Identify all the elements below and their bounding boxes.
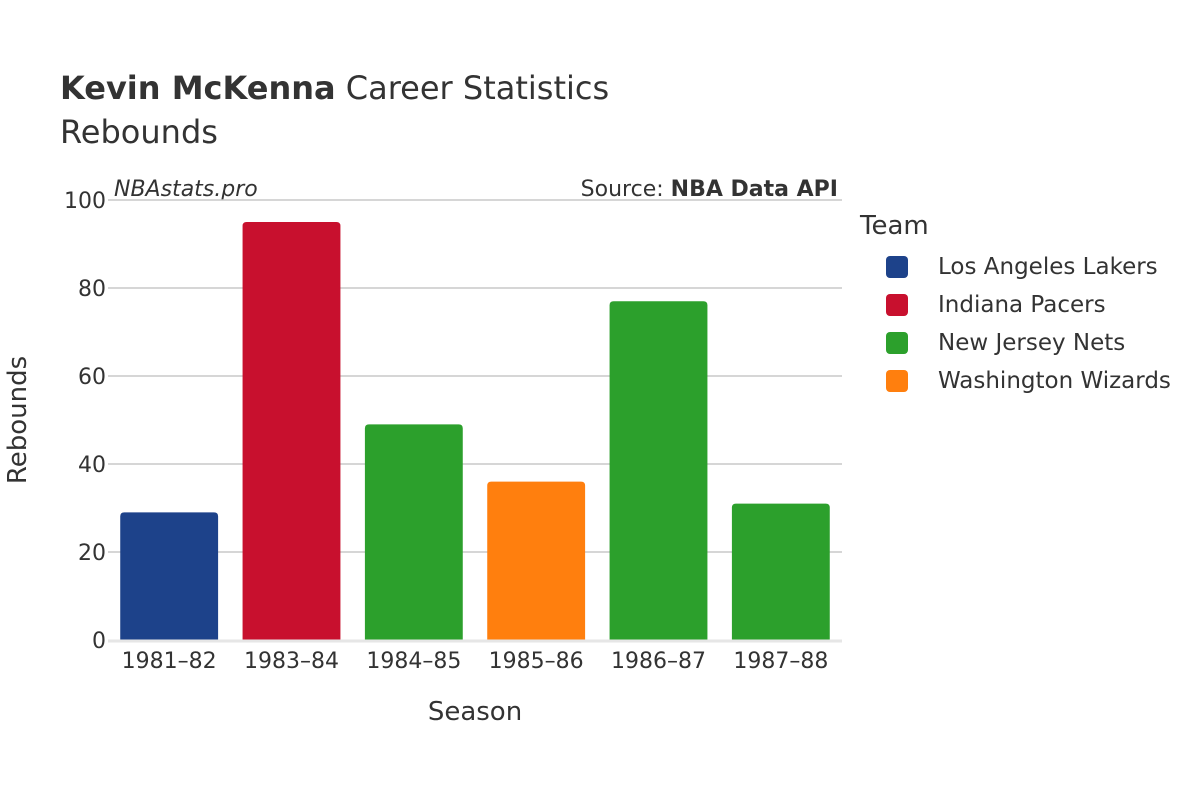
legend-items: Los Angeles Lakers Indiana Pacers New Jers… [860, 248, 1171, 400]
bar-1987–88 [731, 503, 830, 640]
bar-1983–84 [242, 222, 341, 640]
chart-subtitle: Rebounds [60, 113, 218, 151]
bar-1985–86 [487, 481, 586, 640]
legend-item[interactable]: Washington Wizards [860, 362, 1171, 400]
legend-label: New Jersey Nets [938, 330, 1126, 356]
watermark: NBAstats.pro [114, 177, 258, 202]
legend-swatch [886, 256, 908, 278]
x-tick-label: 1981–82 [122, 649, 217, 674]
x-tick-label: 1987–88 [733, 649, 828, 674]
x-tick-label: 1983–84 [244, 649, 339, 674]
source-prefix: Source: [580, 177, 664, 202]
y-tick-label: 80 [78, 277, 106, 302]
y-tick-label: 20 [78, 541, 106, 566]
y-tick-label: 100 [64, 189, 106, 214]
player-name: Kevin McKenna [60, 69, 336, 107]
legend-item[interactable]: New Jersey Nets [860, 324, 1171, 362]
y-tick-label: 60 [78, 365, 106, 390]
y-axis-title: Rebounds [3, 356, 33, 484]
bars [108, 222, 842, 643]
chart-title: Kevin McKenna Career Statistics [60, 68, 609, 108]
source-name: NBA Data API [670, 177, 838, 202]
source-credit: Source: NBA Data API [581, 177, 838, 202]
bar-1986–87 [609, 301, 708, 640]
legend-label: Indiana Pacers [938, 292, 1106, 318]
y-tick-label: 0 [92, 629, 106, 654]
legend-title: Team [860, 211, 929, 241]
x-tick-label: 1984–85 [366, 649, 461, 674]
x-axis-title: Season [428, 697, 522, 727]
x-tick-label: 1986–87 [611, 649, 706, 674]
legend-swatch [886, 332, 908, 354]
y-tick-label: 40 [78, 453, 106, 478]
y-axis-ticks: 0 20 40 60 80 100 [64, 189, 106, 654]
legend-item[interactable]: Indiana Pacers [860, 286, 1171, 324]
legend-label: Washington Wizards [938, 368, 1171, 394]
x-axis-ticks: 1981–82 1983–84 1984–85 1985–86 1986–87 1987–… [122, 649, 829, 674]
bar-1981–82 [120, 512, 219, 640]
legend-swatch [886, 370, 908, 392]
legend-item[interactable]: Los Angeles Lakers [860, 248, 1171, 286]
bar-1984–85 [364, 424, 463, 640]
title-suffix: Career Statistics [345, 69, 610, 107]
gridlines [108, 199, 842, 553]
x-tick-label: 1985–86 [489, 649, 584, 674]
legend-swatch [886, 294, 908, 316]
legend-label: Los Angeles Lakers [938, 254, 1158, 280]
legend: Team Los Angeles Lakers Indiana Pacers New… [860, 208, 1171, 400]
